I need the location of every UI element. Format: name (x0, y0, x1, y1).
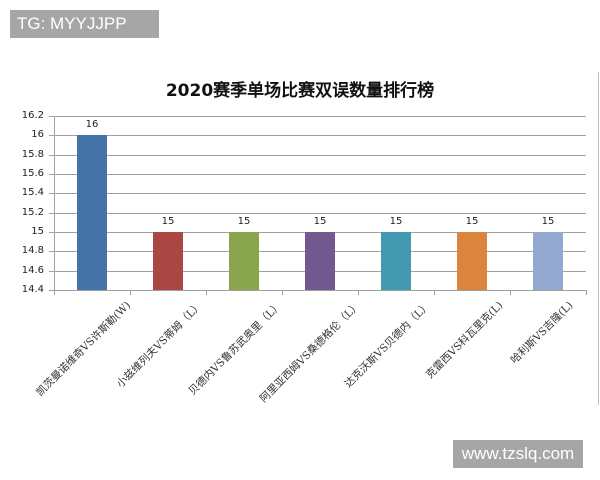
x-axis-category-label: 克雷西VS科瓦里克(L) (423, 299, 506, 382)
y-axis-label: 15.6 (21, 168, 44, 179)
gridline (54, 174, 586, 175)
gridline (54, 155, 586, 156)
y-tick (49, 155, 54, 156)
y-tick (49, 213, 54, 214)
y-tick (49, 251, 54, 252)
chart-frame-border (598, 72, 599, 405)
gridline (54, 116, 586, 117)
y-axis-label: 15.4 (21, 187, 44, 198)
gridline (54, 135, 586, 136)
x-tick (510, 290, 511, 295)
y-axis-line (54, 116, 55, 291)
gridline (54, 193, 586, 194)
bar (153, 232, 183, 290)
x-tick (282, 290, 283, 295)
bar (381, 232, 411, 290)
bar (305, 232, 335, 290)
y-axis-label: 15.8 (21, 149, 44, 160)
data-label: 15 (541, 216, 555, 227)
y-tick (49, 271, 54, 272)
data-label: 15 (161, 216, 175, 227)
chart-title: 2020赛季单场比赛双误数量排行榜 (165, 81, 435, 101)
x-tick (586, 290, 587, 295)
y-axis-label: 14.6 (21, 265, 44, 276)
watermark-top: TG: MYYJJPP (10, 10, 159, 38)
y-tick (49, 116, 54, 117)
y-axis-label: 14.4 (21, 284, 44, 295)
bar (229, 232, 259, 290)
data-label: 15 (313, 216, 327, 227)
x-tick (434, 290, 435, 295)
y-tick (49, 174, 54, 175)
y-axis-label: 16 (31, 129, 44, 140)
x-axis-line (54, 290, 586, 291)
bar (533, 232, 563, 290)
data-label: 15 (237, 216, 251, 227)
data-label: 15 (465, 216, 479, 227)
bar (457, 232, 487, 290)
data-label: 16 (85, 119, 99, 130)
x-tick (54, 290, 55, 295)
bar (77, 135, 107, 290)
y-axis-label: 15.2 (21, 207, 44, 218)
y-tick (49, 135, 54, 136)
y-tick (49, 193, 54, 194)
y-tick (49, 290, 54, 291)
y-axis-label: 16.2 (21, 110, 44, 121)
x-axis-category-label: 哈利斯VS吉隆(L) (508, 299, 576, 367)
watermark-bottom: www.tzslq.com (453, 440, 583, 468)
data-label: 15 (389, 216, 403, 227)
x-tick (130, 290, 131, 295)
x-tick (358, 290, 359, 295)
x-tick (206, 290, 207, 295)
gridline (54, 213, 586, 214)
y-axis-label: 15 (31, 226, 44, 237)
y-axis-label: 14.8 (21, 245, 44, 256)
y-tick (49, 232, 54, 233)
